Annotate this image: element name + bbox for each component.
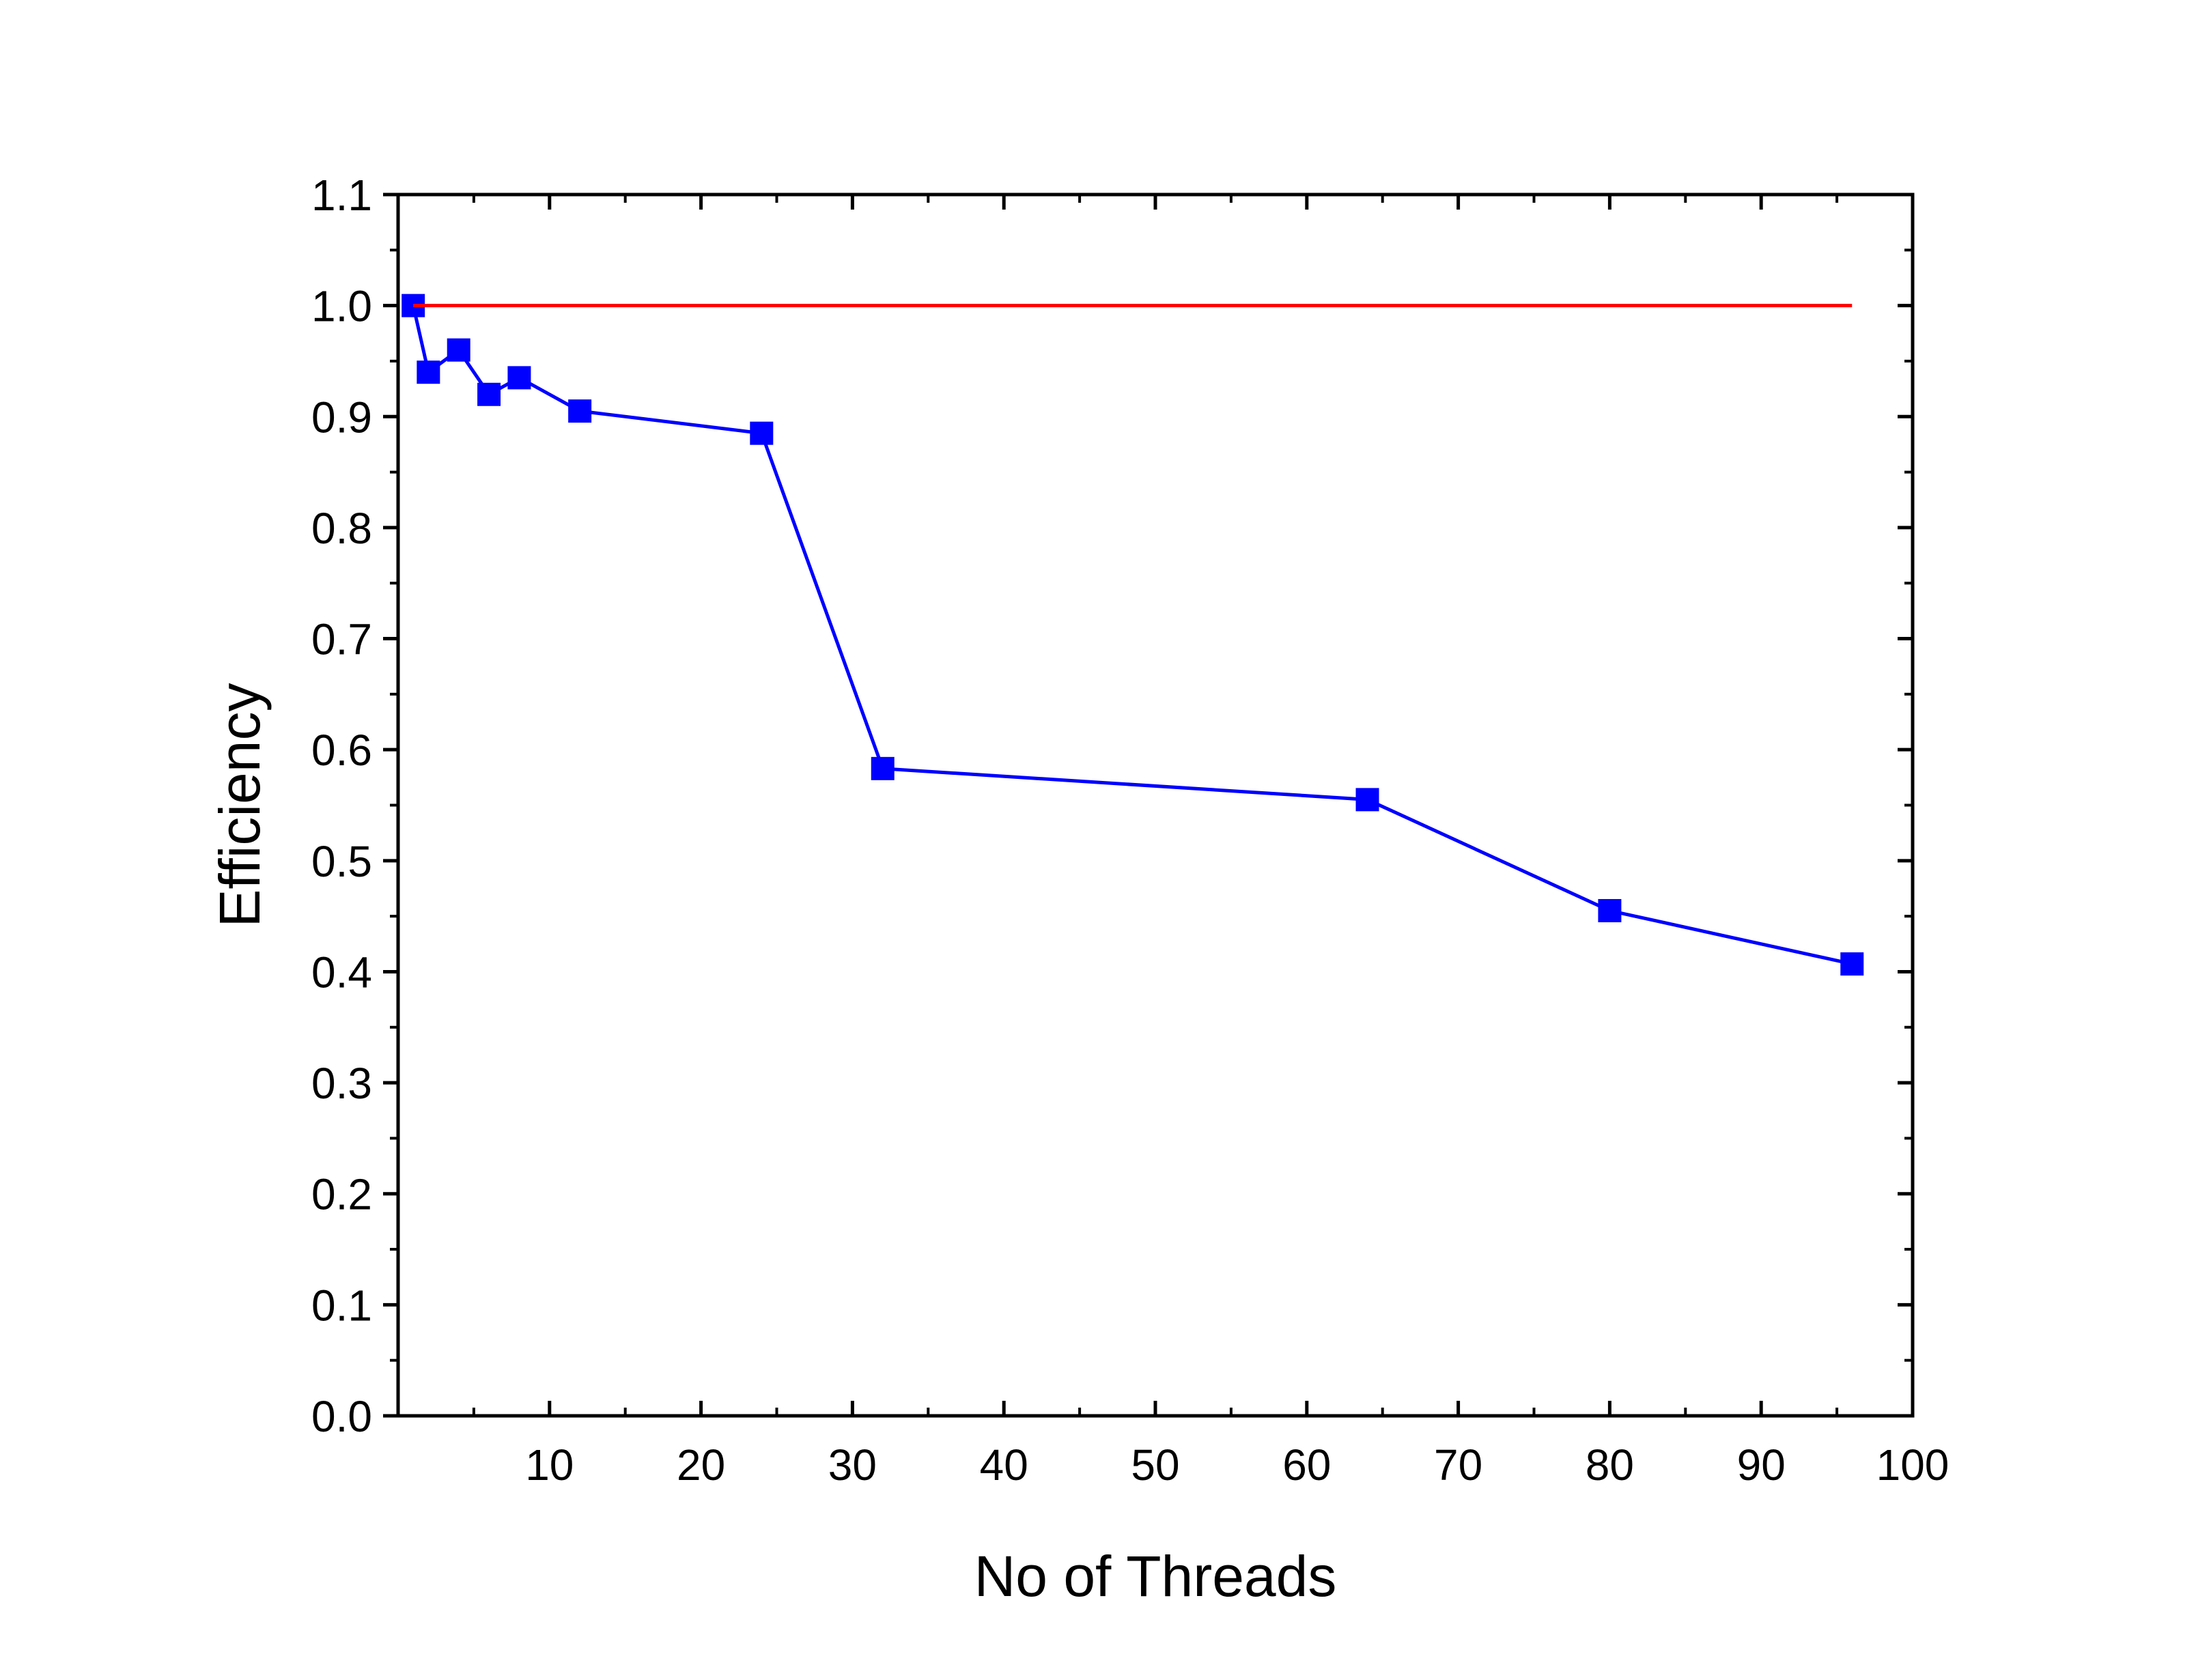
x-tick-labels: 10 20 30 40 50 60 70 80 90 100 (525, 1440, 1949, 1490)
y-tick-label: 0.1 (311, 1281, 372, 1330)
y-tick-label: 0.7 (311, 615, 372, 664)
x-tick-label: 20 (677, 1440, 725, 1490)
x-tick-label: 30 (828, 1440, 877, 1490)
y-tick-label: 0.4 (311, 948, 372, 997)
x-tick-label: 90 (1737, 1440, 1786, 1490)
y-tick-label: 1.1 (311, 171, 372, 220)
x-axis-title: No of Threads (974, 1544, 1337, 1608)
axis-ticks (383, 193, 1915, 1418)
y-tick-label: 1.0 (311, 282, 372, 331)
y-tick-label: 0.6 (311, 726, 372, 775)
series-1-point (750, 421, 774, 445)
x-tick-label: 10 (525, 1440, 574, 1490)
plot-frame (396, 193, 1915, 1418)
y-axis-title: Efficiency (208, 683, 272, 928)
plot-series (402, 294, 1864, 976)
x-tick-label: 50 (1131, 1440, 1179, 1490)
x-tick-label: 60 (1282, 1440, 1331, 1490)
x-tick-label: 70 (1434, 1440, 1482, 1490)
series-1-point (447, 338, 470, 362)
x-tick-label: 40 (980, 1440, 1028, 1490)
series-1-point (871, 756, 895, 780)
x-tick-label: 100 (1876, 1440, 1949, 1490)
series-1-point (568, 399, 592, 423)
series-1-line (411, 305, 1853, 966)
series-1-point (1598, 899, 1622, 923)
series-1-point (1355, 788, 1379, 812)
series-1-point (1840, 952, 1864, 976)
y-tick-label: 0.5 (311, 837, 372, 886)
y-tick-labels: 0.0 0.1 0.2 0.3 0.4 0.5 0.6 0.7 0.8 0.9 1.0 1.1 (311, 171, 372, 1441)
y-tick-label: 0.8 (311, 504, 372, 553)
y-tick-label: 0.2 (311, 1170, 372, 1219)
series-1-point (507, 366, 531, 390)
series-1-point (477, 382, 501, 406)
y-tick-label: 0.9 (311, 393, 372, 442)
series-1-point (417, 360, 440, 384)
x-tick-label: 80 (1586, 1440, 1634, 1490)
y-tick-label: 0.3 (311, 1059, 372, 1108)
y-tick-label: 0.0 (311, 1392, 372, 1441)
